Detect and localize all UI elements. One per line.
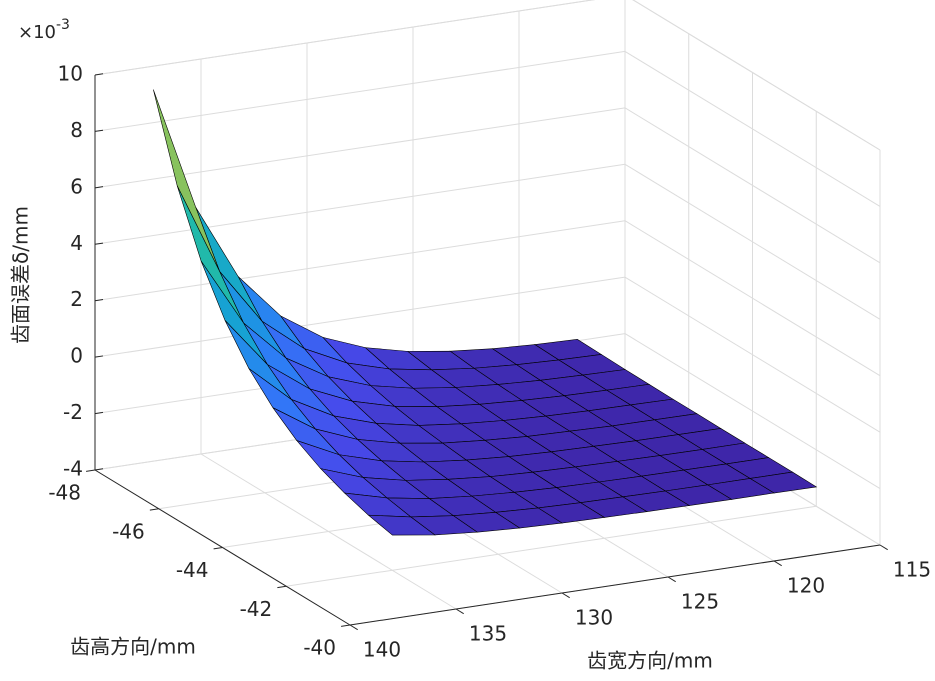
z-multiplier: ×10-3 [18, 17, 70, 43]
x-tick-label: 125 [681, 590, 719, 614]
z-tick-label: 0 [70, 344, 83, 368]
grid-line [624, 163, 881, 320]
grid-line [624, 107, 881, 264]
surface-face [176, 185, 244, 324]
z-tick-label: -2 [63, 400, 83, 424]
grid-line [624, 276, 881, 433]
grid-line [632, 0, 881, 151]
y-tick-label: -44 [176, 558, 209, 582]
y-tick [277, 585, 287, 589]
z-tick-label: 6 [70, 174, 83, 198]
z-tick [94, 129, 104, 132]
grid-line [286, 505, 817, 587]
x-tick-label: 115 [893, 558, 931, 582]
grid-line [94, 276, 626, 358]
x-axis-label: 齿宽方向/mm [587, 649, 713, 673]
x-tick [561, 592, 570, 599]
x-axis [349, 544, 881, 626]
y-tick-label: -46 [112, 519, 145, 543]
z-tick [94, 355, 104, 358]
z-tick-label: 4 [70, 231, 83, 255]
grid-line [624, 333, 881, 489]
multiplier-exponent: -3 [56, 17, 70, 33]
z-tick-label: 2 [70, 287, 83, 311]
y-tick [149, 508, 159, 511]
grid-line [94, 0, 596, 76]
grid-line [624, 51, 881, 207]
grid-line [94, 220, 626, 302]
x-tick [773, 560, 782, 567]
z-tick-label: 8 [70, 118, 83, 142]
x-tick [667, 576, 676, 583]
y-tick [86, 469, 96, 472]
z-tick-label: 10 [58, 62, 83, 86]
z-tick-label: -4 [63, 457, 83, 481]
y-tick [213, 547, 223, 550]
grid-line [624, 220, 881, 377]
surface-face [153, 89, 220, 272]
x-tick-label: 140 [363, 638, 401, 662]
z-tick [94, 73, 104, 76]
z-axis-label: 齿面误差δ/mm [9, 206, 33, 344]
grid-line [94, 50, 626, 132]
x-tick [879, 544, 888, 551]
surface-face [367, 514, 436, 536]
y-tick-label: -40 [303, 636, 336, 660]
z-tick [94, 186, 104, 189]
x-tick [349, 624, 358, 631]
y-tick [341, 624, 351, 627]
x-tick-label: 130 [575, 606, 613, 630]
grid-line [94, 163, 626, 245]
y-axis-label: 齿高方向/mm [70, 635, 196, 659]
x-tick-label: 135 [469, 622, 507, 646]
z-tick [94, 468, 104, 471]
y-tick-label: -48 [48, 481, 81, 505]
z-tick [94, 299, 104, 302]
x-tick [455, 608, 464, 615]
x-tick-label: 120 [787, 574, 825, 598]
z-tick [94, 411, 104, 415]
multiplier-base: ×10 [18, 22, 56, 43]
z-tick [94, 242, 104, 245]
y-tick-label: -42 [240, 597, 273, 621]
